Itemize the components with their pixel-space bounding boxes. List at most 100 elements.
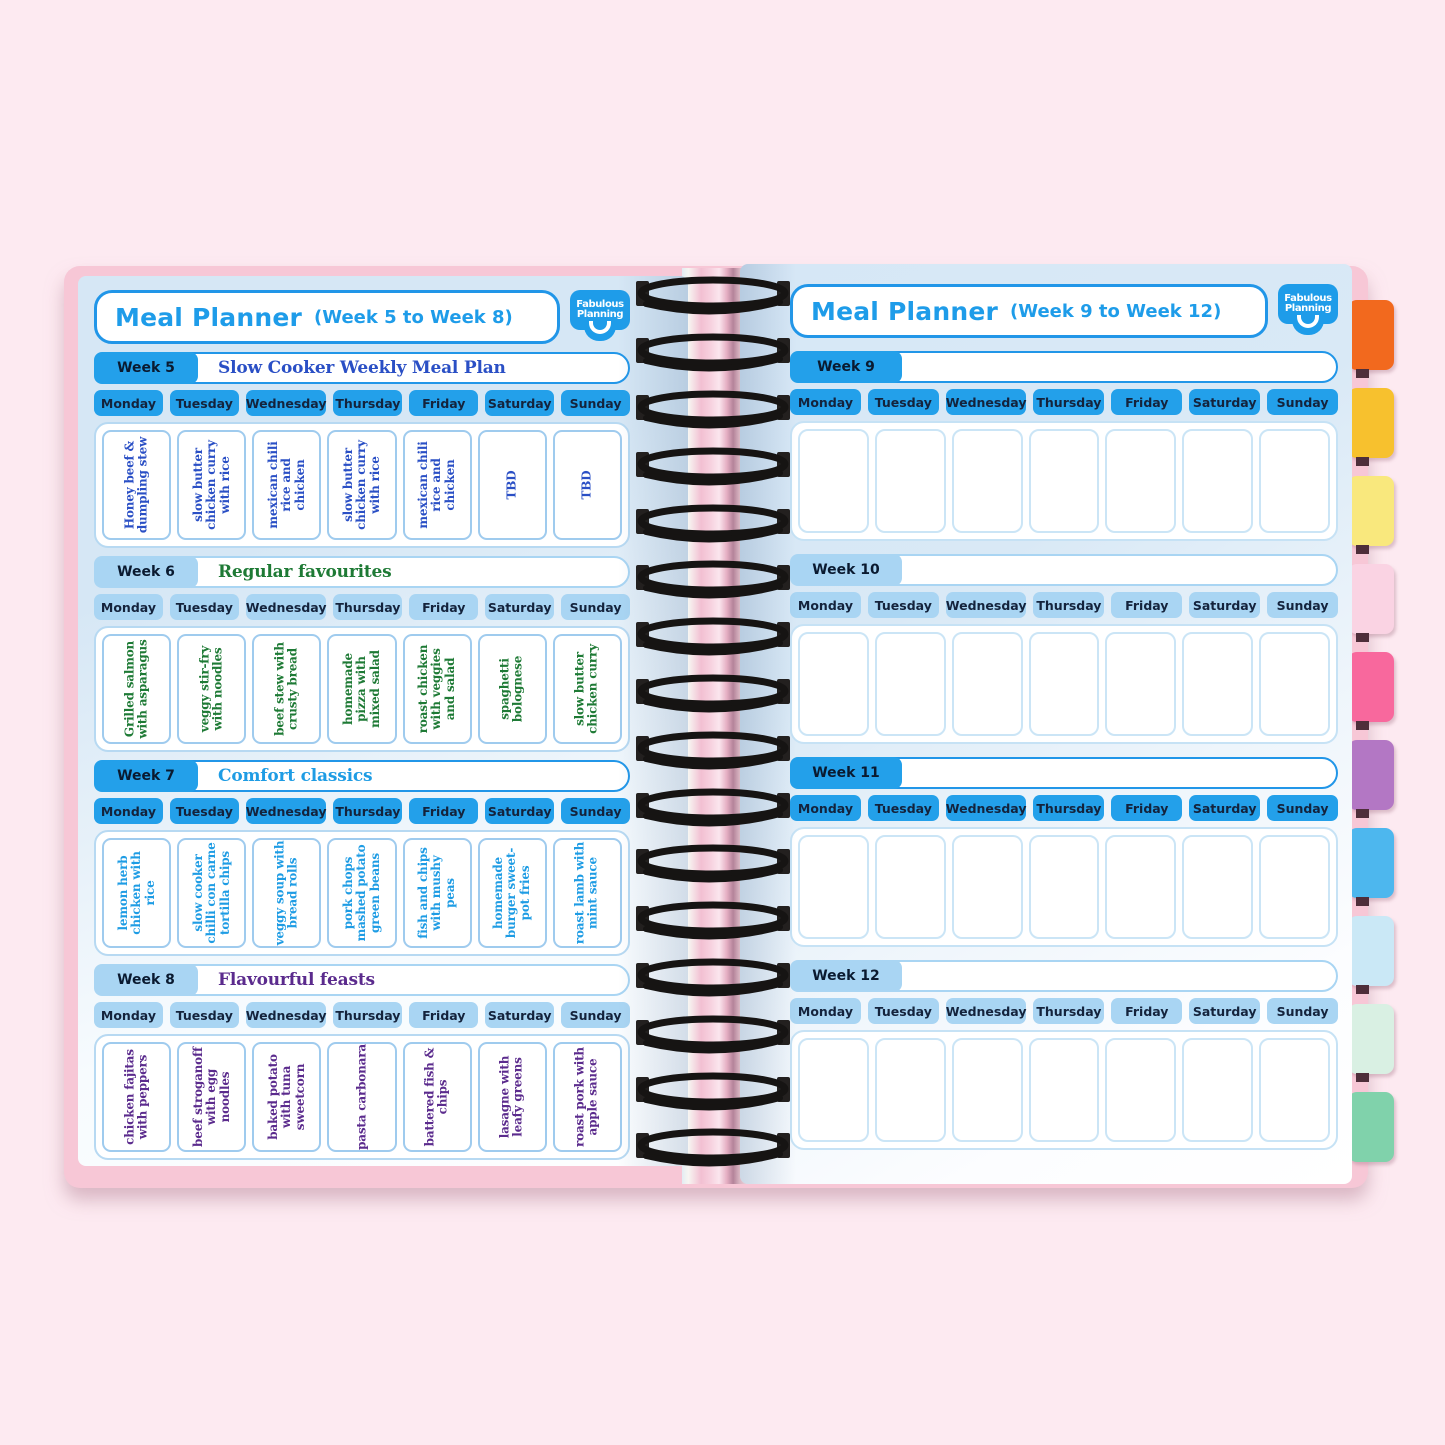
empty-meal-cell [874,429,946,533]
page-header: Meal Planner (Week 5 to Week 8) Fabulous… [94,290,630,344]
days-row: Monday Tuesday Wednesday Thursday Friday… [790,795,1338,821]
meals-row: chicken fajitas with peppers beef stroga… [94,1034,630,1160]
meal-text: roast chicken with veggies and salad [415,644,457,734]
meal-cell: beef stew with crusty bread [252,634,322,744]
meal-cell: TBD [477,430,547,540]
logo-smile-icon [1292,320,1324,335]
empty-meal-cell [1259,835,1331,939]
day-pill: Friday [409,798,479,824]
day-pill: Monday [790,795,861,821]
empty-meal-cell [1105,835,1177,939]
meal-text: beef stroganoff with egg noodles [190,1047,232,1147]
day-pill: Tuesday [867,998,939,1024]
meal-cell: Grilled salmon with asparagus [102,634,172,744]
day-pill: Sunday [561,390,630,416]
logo-smile-icon [584,326,616,341]
empty-meal-cell [798,1038,869,1142]
week-block-6: Regular favourites Week 6 Monday Tuesday… [94,556,630,752]
page-header: Meal Planner (Week 9 to Week 12) Fabulou… [790,284,1338,338]
day-pill: Wednesday [245,390,327,416]
meal-cell: chicken fajitas with peppers [102,1042,172,1152]
empty-meal-cell [951,1038,1023,1142]
meal-cell: pasta carbonara [327,1042,397,1152]
meal-text: pork chops mashed potato green beans [340,844,382,942]
meal-text: slow butter chicken curry with rice [190,440,232,530]
day-pill: Friday [1111,592,1183,618]
day-pill: Sunday [561,594,630,620]
day-pill: Saturday [1189,795,1261,821]
empty-meal-cell [1182,1038,1254,1142]
week-label: Week 7 [94,760,198,792]
day-pill: Monday [94,1002,163,1028]
index-tab-pale-pink [1348,564,1394,642]
index-tab-purple [1348,740,1394,818]
meal-text: chicken fajitas with peppers [122,1049,150,1145]
week-header: Week 10 [790,554,1338,586]
day-pill: Saturday [485,1002,555,1028]
meal-text: battered fish & chips [422,1047,451,1147]
day-pill: Tuesday [867,592,939,618]
fabulous-planning-logo: Fabulous Planning [1278,284,1338,336]
day-pill: Saturday [1189,592,1261,618]
day-pill: Thursday [1033,389,1105,415]
empty-meal-cell [798,632,869,736]
day-pill: Tuesday [169,390,239,416]
meal-text: Grilled salmon with asparagus [122,639,150,739]
day-pill: Saturday [485,798,555,824]
empty-meal-cell [798,429,869,533]
day-pill: Monday [790,389,861,415]
logo-line1: Fabulous [1284,293,1332,304]
week-header: Week 11 [790,757,1338,789]
meal-text: spaghetti bolognese [497,655,526,723]
logo-line2: Planning [1284,303,1332,314]
day-pill: Sunday [561,1002,630,1028]
meal-cell: mexican chili rice and chicken [252,430,322,540]
meal-cell: spaghetti bolognese [477,634,547,744]
day-pill: Friday [1111,389,1183,415]
meal-cell: homemade burger sweet-pot fries [477,838,547,948]
spiral-binding [628,276,798,1168]
meal-cell: baked potato with tuna sweetcorn [252,1042,322,1152]
week-header: Comfort classics Week 7 [94,760,630,792]
day-pill: Monday [94,390,163,416]
day-pill: Friday [1111,998,1183,1024]
week-title: Flavourful feasts [218,970,375,990]
meals-row [790,827,1338,947]
meal-cell: slow butter chicken curry [552,634,622,744]
meal-text: mexican chili rice and chicken [415,441,457,529]
empty-meal-cell [1028,632,1100,736]
empty-meal-cell [1028,1038,1100,1142]
day-pill: Tuesday [169,1002,239,1028]
week-block-5: Slow Cooker Weekly Meal Plan Week 5 Mond… [94,352,630,548]
day-pill: Thursday [1033,592,1105,618]
day-pill: Sunday [1267,592,1338,618]
week-title: Regular favourites [218,562,392,582]
week-header: Flavourful feasts Week 8 [94,964,630,996]
index-tab-hot-pink [1348,652,1394,730]
day-pill: Saturday [1189,389,1261,415]
week-block-10: Week 10 Monday Tuesday Wednesday Thursda… [790,554,1338,744]
day-pill: Wednesday [245,594,327,620]
day-pill: Thursday [333,1002,403,1028]
day-pill: Tuesday [867,795,939,821]
days-row: Monday Tuesday Wednesday Thursday Friday… [790,998,1338,1024]
day-pill: Saturday [1189,998,1261,1024]
meal-cell: roast lamb with mint sauce [552,838,622,948]
week-block-12: Week 12 Monday Tuesday Wednesday Thursda… [790,960,1338,1150]
index-tab-mint-green [1348,1092,1394,1162]
week-label: Week 6 [94,556,198,588]
page-title: Meal Planner [115,302,303,332]
empty-meal-cell [1182,429,1254,533]
meal-text: roast pork with apple sauce [572,1047,601,1147]
day-pill: Thursday [333,798,403,824]
meal-cell: slow butter chicken curry with rice [177,430,247,540]
week-label: Week 12 [790,960,902,992]
meal-text: homemade burger sweet-pot fries [491,847,532,939]
logo-line1: Fabulous [576,299,624,310]
meal-cell: slow butter chicken curry with rice [327,430,397,540]
week-title: Comfort classics [218,766,373,786]
empty-meal-cell [951,632,1023,736]
meal-text: slow butter chicken curry [572,644,601,734]
meal-cell: roast chicken with veggies and salad [402,634,472,744]
meal-text: fish and chips with mushy peas [415,847,457,939]
